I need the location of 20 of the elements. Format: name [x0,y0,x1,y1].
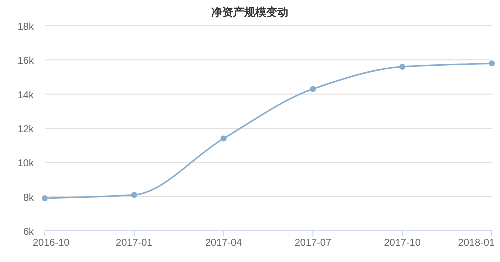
x-tick-label: 2016-10 [33,238,70,249]
point [489,60,495,67]
y-tick-label: 14k [18,90,35,102]
point [310,86,316,92]
point [131,192,138,198]
y-tick-label: 18k [18,22,35,33]
x-tick-label: 2017-04 [205,238,243,249]
y-tick-label: 6k [23,227,35,238]
y-tick-label: 16k [18,56,35,68]
x-tick-label: 2018-01 [458,238,496,249]
x-tick-label: 2017-10 [384,238,422,249]
y-tick-label: 10k [18,158,35,170]
x-tick-label: 2017-01 [116,238,154,249]
point [400,64,406,70]
y-tick-label: 12k [18,124,35,136]
x-tick-label: 2017-07 [294,238,332,249]
point [42,196,48,202]
y-tick-label: 8k [23,192,35,204]
chart-title: 净资产规模变动 [212,6,288,19]
point [220,136,227,142]
